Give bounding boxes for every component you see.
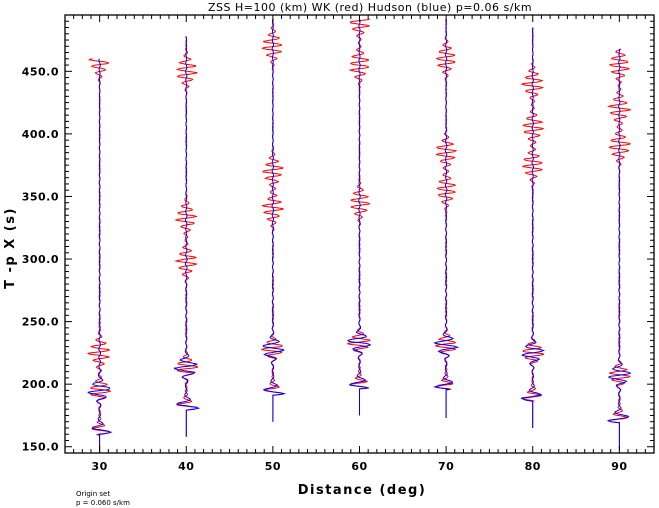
x-axis-ticks: 30 40 50 60 70 80 90 — [64, 15, 655, 473]
y-tick-label: 400.0 — [22, 128, 59, 141]
x-tick-label: 70 — [438, 460, 454, 473]
hudson-trace-90 — [607, 48, 632, 450]
x-tick-label: 90 — [611, 460, 627, 473]
y-axis-ticks: 150.0 200.0 250.0 300.0 350.0 400.0 450.0 — [22, 14, 654, 454]
x-tick-label: 60 — [351, 460, 367, 473]
wk-trace-70 — [432, 18, 458, 418]
wk-trace-80 — [520, 27, 545, 428]
y-tick-label: 300.0 — [22, 253, 59, 266]
footer-note-origin: Origin set — [76, 490, 110, 498]
y-tick-label: 350.0 — [22, 190, 59, 203]
y-tick-label: 200.0 — [22, 378, 59, 391]
footer-note-ray-parameter: p = 0.060 s/km — [76, 499, 130, 507]
y-tick-label: 250.0 — [22, 316, 59, 329]
hudson-trace-70 — [433, 19, 460, 418]
hudson-trace-80 — [520, 27, 546, 428]
x-tick-label: 80 — [525, 460, 541, 473]
traces-group — [87, 18, 632, 452]
x-tick-label: 30 — [91, 460, 107, 473]
x-tick-label: 40 — [178, 460, 194, 473]
x-tick-label: 50 — [265, 460, 281, 473]
x-axis-label: Distance (deg) — [298, 483, 427, 498]
wk-trace-90 — [607, 48, 632, 450]
hudson-trace-30 — [87, 58, 113, 452]
y-axis-label: T -p X (s) — [3, 207, 18, 289]
hudson-trace-50 — [262, 18, 287, 422]
y-tick-label: 450.0 — [22, 65, 59, 78]
y-tick-label: 150.0 — [22, 441, 59, 454]
hudson-trace-40 — [173, 36, 201, 437]
chart-title: ZSS H=100 (km) WK (red) Hudson (blue) p=… — [208, 1, 532, 14]
wk-trace-40 — [174, 36, 199, 437]
hudson-trace-60 — [347, 18, 372, 416]
